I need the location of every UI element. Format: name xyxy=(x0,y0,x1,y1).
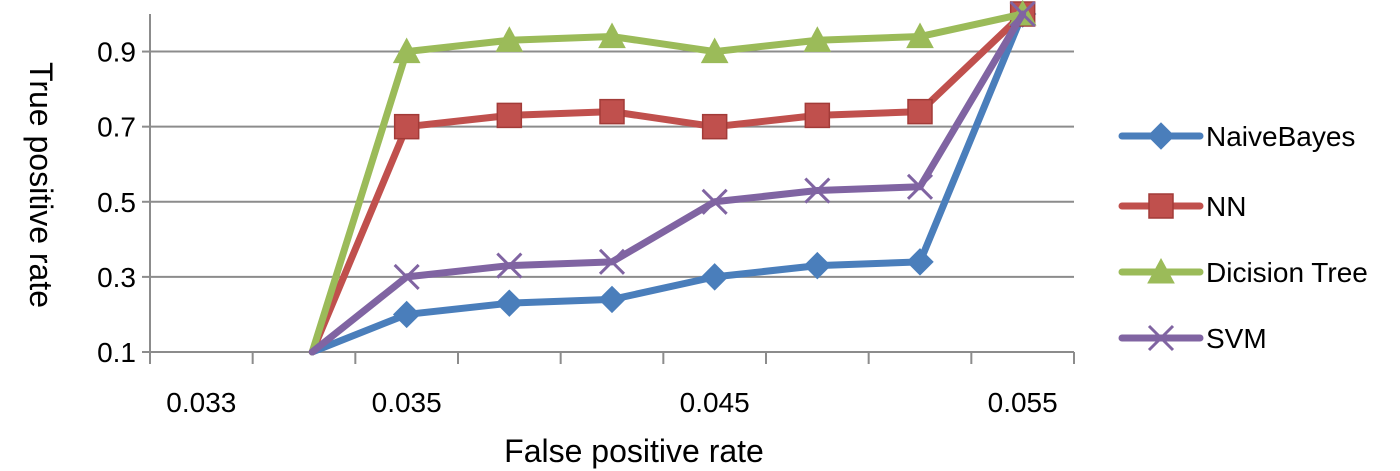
data-point-naivebayes xyxy=(495,289,524,317)
legend-marker-nn xyxy=(1148,193,1174,219)
legend-label: SVM xyxy=(1206,323,1267,354)
data-point-svm xyxy=(701,188,728,215)
data-point-svm xyxy=(393,263,420,290)
data-point-dicision-tree xyxy=(598,22,626,49)
legend: NaiveBayes NN Dicision Tree SVM xyxy=(1118,121,1368,354)
legend-item-svm: SVM xyxy=(1118,323,1267,354)
x-axis-title: False positive rate xyxy=(504,433,764,469)
y-tick-label: 0.3 xyxy=(97,262,136,293)
data-point-nn xyxy=(496,102,523,129)
data-point-svm xyxy=(804,177,831,204)
data-point-nn xyxy=(804,102,831,129)
data-point-naivebayes xyxy=(906,248,934,276)
y-tick-label: 0.9 xyxy=(97,37,136,68)
legend-item-dicision-tree: Dicision Tree xyxy=(1118,257,1368,288)
data-point-svm xyxy=(906,173,934,200)
gridlines xyxy=(150,50,1074,278)
data-point-svm xyxy=(598,248,626,275)
legend-marker-svm xyxy=(1147,324,1175,352)
data-point-naivebayes xyxy=(598,285,626,314)
legend-label: NN xyxy=(1206,191,1246,222)
data-point-svm xyxy=(1009,0,1036,28)
legend-item-naivebayes: NaiveBayes xyxy=(1118,121,1355,152)
data-point-naivebayes xyxy=(392,300,421,329)
legend-marker-dicision-tree xyxy=(1147,257,1175,284)
y-tick-label: 0.1 xyxy=(97,337,136,368)
axes xyxy=(142,14,1075,364)
series-line-naivebayes xyxy=(308,10,1027,356)
data-point-dicision-tree xyxy=(906,22,934,49)
data-point-dicision-tree xyxy=(392,37,421,64)
series-line-nn xyxy=(308,10,1027,356)
x-tick-label: 0.033 xyxy=(166,387,236,418)
series-line-dicision-tree xyxy=(308,10,1027,356)
data-point-nn xyxy=(701,113,728,140)
data-point-svm xyxy=(496,252,523,279)
data-point-naivebayes xyxy=(700,263,729,291)
series-group xyxy=(308,0,1037,356)
series-dicision-tree xyxy=(308,0,1037,356)
legend-item-nn: NN xyxy=(1118,191,1246,222)
x-tick-labels: 0.033 0.035 0.045 0.055 xyxy=(166,387,1057,418)
y-axis-title: True positive rate xyxy=(23,62,59,308)
data-point-dicision-tree xyxy=(495,26,524,52)
y-tick-label: 0.5 xyxy=(97,187,136,218)
y-tick-label: 0.7 xyxy=(97,112,136,143)
data-point-naivebayes xyxy=(803,251,832,280)
series-svm xyxy=(308,0,1036,356)
data-point-nn xyxy=(599,98,625,125)
data-point-dicision-tree xyxy=(803,26,832,52)
x-tick-label: 0.055 xyxy=(988,387,1058,418)
y-tick-labels: 0.1 0.3 0.5 0.7 0.9 xyxy=(97,37,136,368)
data-point-dicision-tree xyxy=(700,37,729,64)
series-line-svm xyxy=(308,10,1027,356)
x-tick-label: 0.035 xyxy=(372,387,442,418)
legend-marker-naivebayes xyxy=(1147,122,1175,150)
x-tick-label: 0.045 xyxy=(680,387,750,418)
data-point-nn xyxy=(393,113,420,140)
data-point-nn xyxy=(907,98,933,125)
legend-label: Dicision Tree xyxy=(1206,257,1368,288)
legend-label: NaiveBayes xyxy=(1206,121,1355,152)
